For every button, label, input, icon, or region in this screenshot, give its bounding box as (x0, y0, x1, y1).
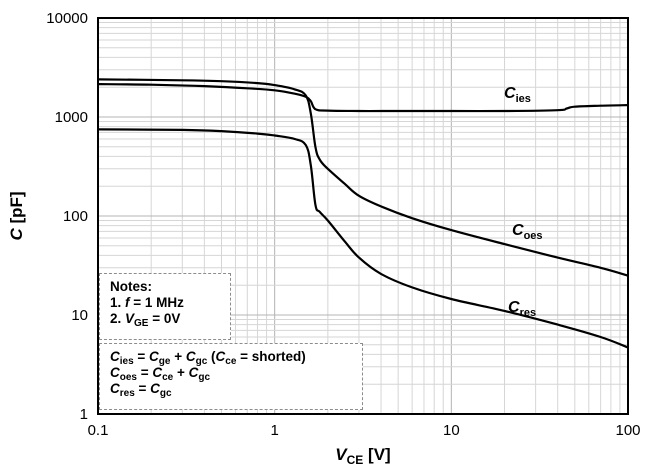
y-tick-label: 10000 (46, 10, 88, 27)
formula-line: Cres = Cgc (110, 381, 172, 399)
x-tick-label: 0.1 (88, 422, 109, 439)
series-line-coes (97, 78, 629, 277)
y-tick-label: 100 (63, 208, 88, 225)
note-frequency: 1. f = 1 MHz (110, 295, 184, 310)
formula-box: Cies = Cge + Cgc (Cce = shorted) Coes = C… (99, 343, 363, 410)
note-gate-voltage: 2. VGE = 0V (110, 311, 181, 329)
plot-frame (97, 17, 629, 415)
series-label-coes: Coes (512, 222, 543, 242)
y-tick-labels: 1 10 100 1000 10000 (46, 10, 88, 423)
y-axis-title: C [pF] (7, 191, 26, 240)
formula-line: Cies = Cge + Cgc (Cce = shorted) (110, 349, 306, 367)
y-tick-label: 10 (71, 307, 88, 324)
x-axis-title: VCE [V] (335, 445, 390, 467)
x-tick-label: 1 (270, 422, 278, 439)
series-line-cres (97, 128, 629, 349)
series-line-cies (97, 83, 629, 113)
formula-line: Coes = Cce + Cgc (110, 365, 211, 383)
grid-lines (98, 18, 628, 414)
series-label-cies: Cies (504, 85, 531, 105)
y-tick-label: 1000 (55, 109, 88, 126)
y-tick-label: 1 (80, 406, 88, 423)
x-tick-labels: 0.1 1 10 100 (88, 422, 641, 439)
series-label-cres: Cres (508, 299, 536, 319)
series-group (97, 78, 629, 349)
notes-title: Notes: (110, 279, 153, 294)
x-tick-label: 100 (615, 422, 640, 439)
x-tick-label: 10 (443, 422, 460, 439)
notes-box: Notes: 1. f = 1 MHz 2. VGE = 0V (99, 273, 231, 340)
series-labels: Cies Coes Cres (504, 85, 543, 319)
